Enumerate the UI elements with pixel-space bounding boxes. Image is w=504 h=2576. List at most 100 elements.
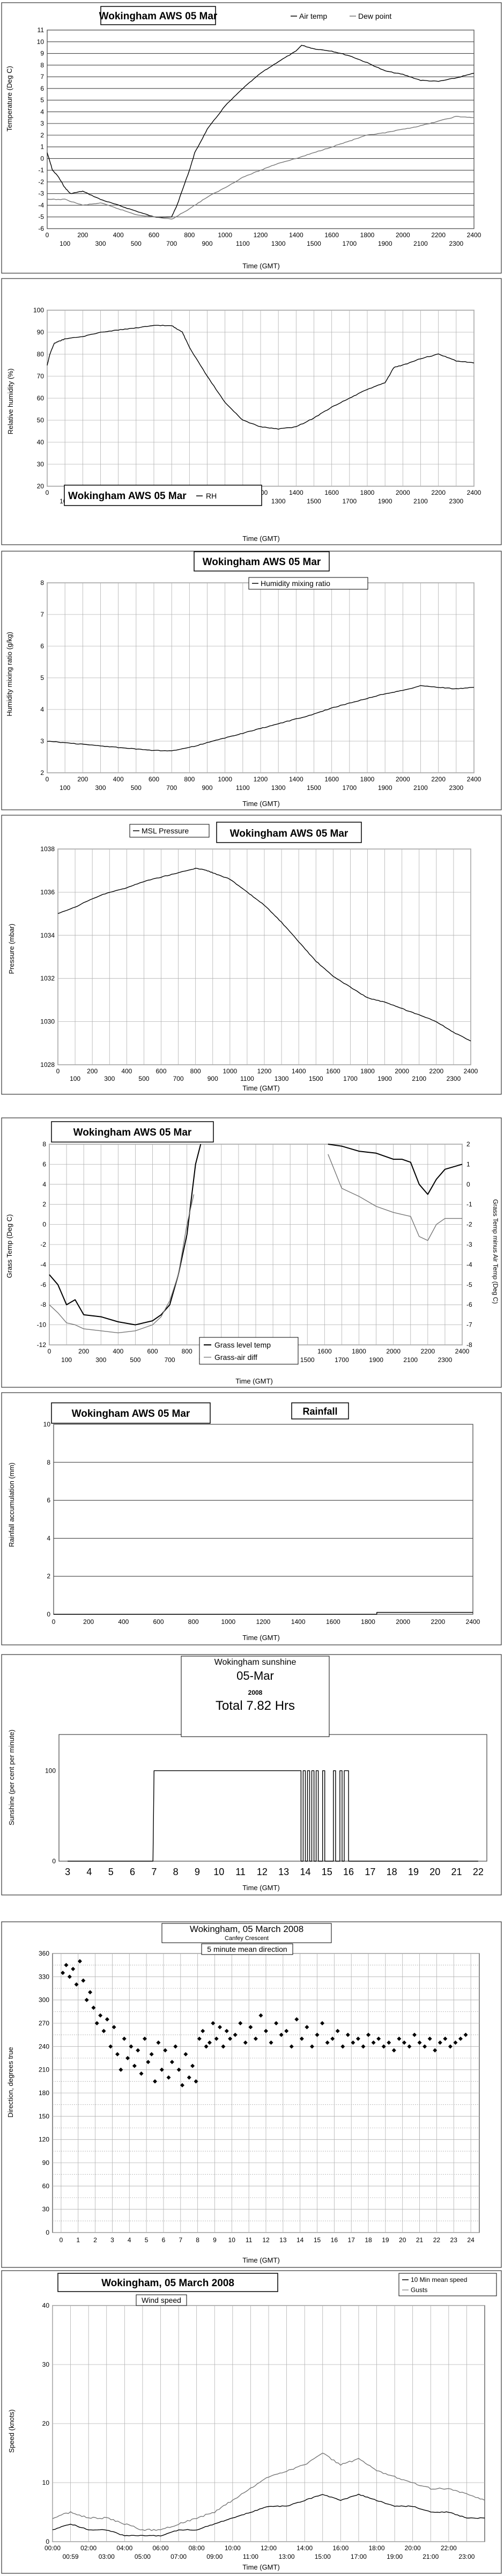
x-tick-label: 1900 [378,497,392,505]
x-tick-label: 1900 [377,1075,392,1082]
wind-direction-chart-panel: 0 30 60 90 120 150 180 210 240 270 300 330 360 0 1 2 3 4 5… [1,1921,502,2268]
y-tick-label: 1036 [40,888,55,896]
y-tick-label: -1 [38,166,44,174]
series-rainfall [54,1612,473,1615]
direction-point [397,2036,402,2041]
x-tick-label: 100 [61,1356,72,1364]
y-tick-label: 4 [42,1181,46,1188]
legend-msl-pressure: MSL Pressure [142,826,189,835]
mixing-ratio-chart-title: Wokingham AWS 05 Mar [203,557,321,568]
direction-point [142,2036,147,2041]
x-tick-label: 17:00 [351,2553,367,2560]
x-tick-label: 18 [387,1867,397,1877]
x-tick-label: 400 [121,1067,132,1075]
x-tick-label: 15:00 [315,2553,331,2560]
direction-point [224,2029,229,2033]
x-axis-label: Time (GMT) [242,2563,280,2571]
temperature-chart-title: Wokingham AWS 05 Mar [99,11,218,22]
y-tick-label: 5 [40,674,44,682]
x-tick-label: 1400 [292,1067,306,1075]
sunshine-chart: 0 100 3 4 5 6 7 8 9 10 11 12 13 14 15 16 17 18 19 20 21 22 Wo… [1,1654,502,1896]
x-tick-label: 1 [76,2236,80,2244]
x-tick-label: 15 [322,1867,332,1877]
x-tick-label: 2 [93,2236,97,2244]
x-tick-label: 1900 [378,784,392,792]
grass-temp-chart-panel: -12 -10 -8 -6 -4 -2 0 2 4 6 8 -8 -7 -6 -5 -4 -3 -2 -1 0 1 2 0 2… [1,1117,502,1388]
x-tick-label: 400 [118,1618,129,1626]
x-tick-label: 17 [365,1867,375,1877]
legend-mixing-ratio: Humidity mixing ratio [261,579,330,588]
direction-point [443,2036,448,2041]
x-tick-label: 1800 [360,775,375,783]
x-tick-label: 2300 [449,497,463,505]
x-tick-label: 2100 [413,240,428,247]
y-tick-label: 80 [37,350,45,358]
x-tick-label: 600 [147,1348,158,1355]
y-tick-label: -8 [40,1301,46,1308]
legend-gusts: Gusts [411,2286,427,2294]
direction-point [453,2040,458,2045]
y-tick-label: 10 [37,38,45,46]
direction-point [153,2079,158,2084]
direction-point [248,2025,253,2030]
x-tick-label: 00:00 [45,2544,61,2552]
x-tick-label: 10:00 [225,2544,241,2552]
x-tick-label: 4 [86,1867,92,1877]
direction-point [64,1963,69,1967]
x-tick-label: 800 [184,775,195,783]
rainfall-chart-title: Wokingham AWS 05 Mar [72,1408,190,1419]
x-tick-label: 2200 [420,1348,435,1355]
direction-point [351,2040,355,2045]
direction-point [366,2032,371,2037]
direction-point [194,2079,198,2084]
x-axis-label: Time (GMT) [235,1377,273,1385]
x-tick-label: 22 [433,2236,441,2244]
y-tick-label: 360 [39,1950,49,1957]
y-tick-label: 6 [42,1160,46,1168]
series-grass-level-temp [49,1144,202,1326]
x-tick-label: 22:00 [441,2544,457,2552]
x-tick-label: 21 [416,2236,424,2244]
x-tick-label: 500 [138,1075,149,1082]
direction-point [190,2063,195,2068]
x-tick-label: 600 [153,1618,164,1626]
y-tick-label: 60 [37,394,45,402]
y-tick-label: 8 [40,61,44,69]
x-tick-label: 17 [348,2236,355,2244]
x-tick-label: 400 [113,231,124,239]
x-tick-label: 09:00 [206,2553,223,2560]
y-tick-label: -6 [38,225,44,232]
series-gusts [52,2453,485,2531]
series-msl-pressure [57,868,471,1042]
x-tick-label: 1600 [324,231,339,239]
y-tick-label: 180 [39,2089,49,2097]
x-tick-label: 2200 [431,231,446,239]
y2-tick-label: -1 [466,1201,472,1208]
x-tick-label: 1500 [307,497,321,505]
x-tick-label: 2200 [431,489,446,496]
sunshine-chart-title: Wokingham sunshine [214,1658,297,1667]
y-tick-label: 0 [47,1611,50,1618]
temperature-chart-panel: -6 -5 -4 -3 -2 -1 0 1 2 3 4 5 6 7 8 9 10 11 0 200 400 600 800 1… [1,2,502,274]
x-tick-label: 1100 [236,240,250,247]
rainfall-chart: 0 2 4 6 8 10 0 200 400 600 800 1000 1200 1400 1600 1800… [1,1392,502,1645]
x-tick-label: 1600 [326,1067,340,1075]
series-grass-air-diff [328,1154,462,1241]
x-tick-label: 0 [48,1348,51,1355]
x-tick-label: 100 [70,1075,80,1082]
x-tick-label: 1000 [218,231,232,239]
y-tick-label: -3 [38,190,44,197]
direction-point [115,2052,120,2057]
x-tick-label: 2400 [466,1618,480,1626]
direction-point [91,2006,96,2010]
x-tick-label: 18 [365,2236,372,2244]
x-tick-label: 1100 [240,1075,254,1082]
direction-point [180,2083,184,2088]
x-tick-label: 19 [382,2236,389,2244]
mixing-ratio-chart-panel: 2 3 4 5 6 7 8 0 200 400 600 800 1000 1200 1400 1600 1800… [1,551,502,810]
x-tick-label: 400 [113,1348,123,1355]
series-air-temp [47,45,475,218]
direction-point [108,2044,113,2049]
